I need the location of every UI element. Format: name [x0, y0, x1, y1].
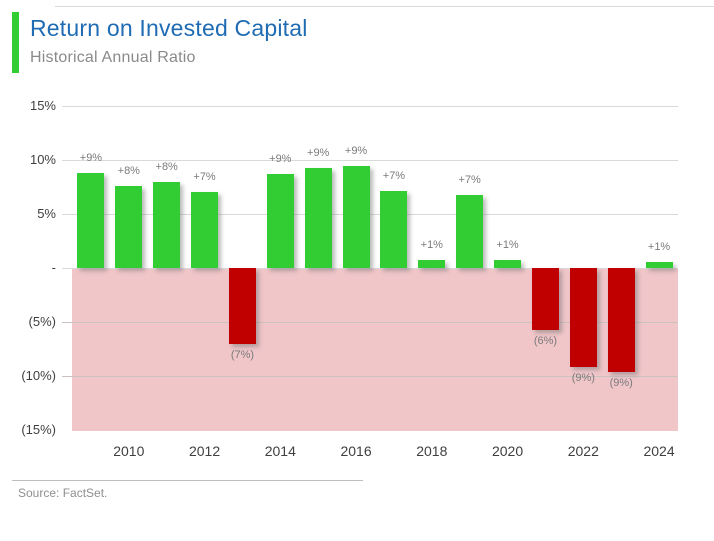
bar-value-label: (9%) — [609, 376, 633, 389]
bar-2014 — [266, 174, 294, 268]
x-axis-tick-label: 2024 — [643, 443, 675, 459]
bar-2017 — [380, 191, 408, 268]
bar-2024 — [645, 261, 673, 268]
bar-2009 — [77, 172, 105, 268]
bar-value-label: +7% — [382, 170, 406, 183]
x-axis-tick-label: 2020 — [491, 443, 524, 459]
y-axis-tick-label: 10% — [29, 152, 56, 167]
page-subtitle: Historical Annual Ratio — [30, 49, 196, 66]
bar-value-label: +7% — [193, 171, 216, 184]
bar-value-label: +9% — [307, 146, 330, 159]
bar-2015 — [304, 167, 332, 268]
gridline — [62, 106, 678, 107]
y-axis-tick-label: (5%) — [28, 314, 56, 329]
bar-value-label: +7% — [458, 173, 481, 186]
bar-2022 — [569, 268, 597, 368]
bar-value-label: +9% — [79, 151, 103, 164]
bar-2019 — [456, 194, 484, 268]
bar-2011 — [153, 181, 181, 268]
gridline — [62, 160, 678, 161]
bar-2010 — [115, 185, 143, 268]
gridline — [62, 322, 678, 323]
gridline — [62, 268, 678, 269]
gridline — [62, 376, 678, 377]
gridline — [62, 214, 678, 215]
page-title: Return on Invested Capital — [30, 15, 308, 41]
bar-2016 — [342, 166, 370, 268]
source-note: Source: FactSet. — [18, 486, 108, 500]
bar-2021 — [531, 268, 559, 330]
bar-value-label: +8% — [117, 164, 140, 177]
bar-2012 — [191, 192, 219, 268]
bar-value-label: (6%) — [533, 334, 558, 347]
top-divider — [55, 6, 714, 7]
footer-divider — [12, 480, 363, 481]
x-axis-tick-label: 2014 — [264, 443, 296, 459]
bar-2023 — [607, 268, 635, 372]
y-axis-tick-label: 15% — [29, 98, 56, 113]
y-axis-tick-label: (10%) — [21, 368, 56, 383]
x-axis-tick-label: 2010 — [113, 443, 145, 459]
bar-value-label: (9%) — [571, 372, 595, 385]
bar-2013 — [228, 268, 256, 344]
bar-value-label: +9% — [269, 153, 292, 166]
bar-value-label: +8% — [155, 160, 178, 173]
y-axis-tick-label: (15%) — [21, 422, 56, 437]
x-axis-tick-label: 2012 — [188, 443, 221, 459]
accent-bar — [12, 12, 19, 73]
bar-2018 — [418, 260, 446, 268]
x-axis-tick-label: 2022 — [567, 443, 599, 459]
bar-value-label: +1% — [496, 239, 519, 252]
plot-area: +9% +8% +8% +7% (7%) +9% +9% +9% +7% +1% +7% +1% (6%… — [62, 106, 678, 431]
y-axis-tick-label: - — [51, 260, 56, 275]
bar-value-label: +1% — [420, 239, 443, 252]
bar-value-label: +1% — [647, 240, 671, 253]
bar-value-label: (7%) — [230, 348, 255, 361]
bar-value-label: +9% — [344, 145, 368, 158]
x-axis-tick-label: 2016 — [340, 443, 372, 459]
y-axis-tick-label: 5% — [37, 206, 56, 221]
x-axis-tick-label: 2018 — [416, 443, 448, 459]
bar-2020 — [494, 260, 522, 268]
